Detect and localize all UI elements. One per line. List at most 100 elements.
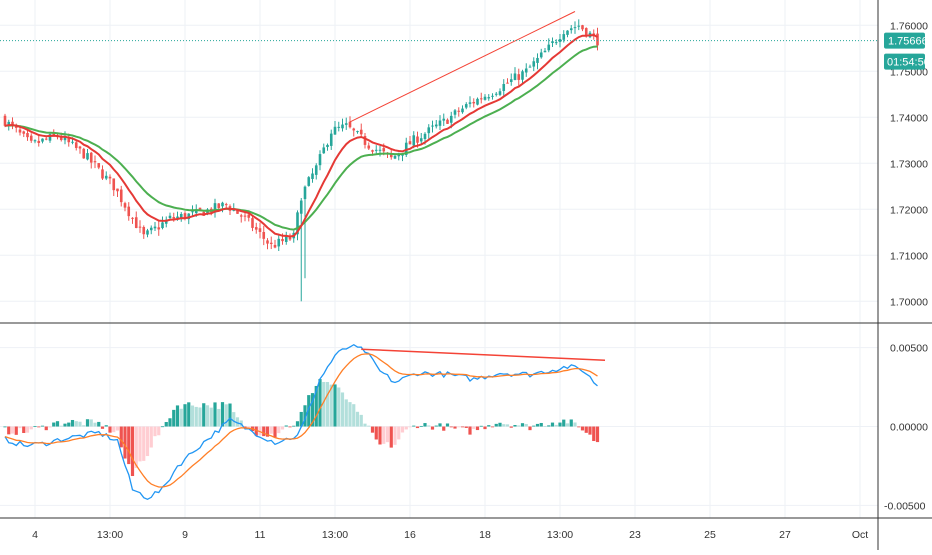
macd-histogram-bar [44,426,48,431]
macd-trendline[interactable] [361,348,606,362]
candle [101,165,104,181]
candle-body [311,173,314,179]
macd-histogram-bar [119,426,123,448]
candle-body [131,217,134,219]
candle [97,163,101,170]
candle [341,118,344,132]
ema-fast-line [4,34,598,238]
macd-histogram-bar [277,426,281,434]
candle-body [416,136,419,143]
macd-histogram-bar [539,422,543,427]
candle-body [378,149,382,151]
candle-body [179,213,183,219]
candle [446,118,449,125]
candle-body [543,50,547,53]
macd-histogram-bar [243,426,247,429]
candle-body [352,128,356,131]
macd-histogram-bar [329,384,333,427]
candle-body [314,165,318,175]
candle-body [502,84,506,91]
macd-histogram-bar [547,425,551,427]
macd-histogram-bar [423,423,427,427]
candle-body [164,219,168,224]
candle-body [14,126,18,128]
candle [521,69,524,84]
price-tick-label: 1.73000 [890,158,928,170]
candle [483,94,487,101]
candle [348,116,352,129]
macd-histogram-bar [449,426,453,428]
candle [374,145,378,154]
candle-body [367,145,371,149]
macd-histogram-bar [220,402,225,427]
candle [363,133,367,149]
candle-body [326,144,329,148]
candle [491,93,494,100]
candle [551,37,554,48]
macd-histogram-bar [168,418,172,427]
candle-body [101,169,104,179]
candle [461,105,464,114]
macd-histogram-bar [292,425,296,427]
countdown-label-bg [884,53,925,70]
candle [29,133,33,143]
candle-body [397,154,401,157]
candle [284,231,288,245]
macd-histogram-bar [179,408,183,427]
macd-histogram-bar [483,426,487,430]
candle [431,120,434,133]
candle [93,155,97,169]
macd-histogram-bar [217,408,221,427]
price-trendline[interactable] [349,11,576,123]
candle [337,121,341,132]
candle [513,67,517,81]
time-tick-label: 25 [704,529,716,541]
candle-body [517,74,521,80]
candle-body [412,135,416,146]
macd-histogram-bar [370,426,375,433]
macd-histogram-bar [127,426,131,465]
macd-histogram-bar [10,426,15,434]
macd-histogram-bar [344,399,348,427]
macd-histogram-bar [280,426,285,430]
macd-histogram-bar [202,403,206,427]
candle-body [419,138,423,142]
candle-body [11,121,14,126]
macd-pane[interactable] [3,343,606,501]
candle [502,79,506,96]
macd-histogram-bar [205,405,210,427]
candle [539,48,543,59]
price-pane[interactable] [0,11,878,302]
macd-histogram-bar [157,426,161,436]
macd-histogram-bar [457,426,461,428]
macd-histogram-bar [400,426,405,433]
macd-histogram-bar [577,426,581,428]
candle [314,163,318,180]
candle-body [187,213,191,220]
candle-body [44,138,48,140]
macd-histogram-bar [273,426,277,438]
macd-histogram-bar [224,404,228,427]
candle [273,239,277,249]
candle-body [18,129,22,133]
candle-body [498,91,502,95]
candle-body [104,175,108,179]
macd-histogram-bar [595,426,600,443]
macd-histogram-bar [299,411,303,427]
macd-histogram-bar [115,426,120,431]
macd-histogram-bar [404,426,408,430]
macd-histogram-bar [517,425,521,427]
candle-body [551,41,554,44]
candle-body [127,206,131,217]
candle [179,212,183,222]
macd-histogram-bar [67,422,71,427]
macd-histogram-bar [138,426,142,462]
candle [352,127,356,137]
macd-histogram-bar [520,423,525,427]
macd-histogram-bar [213,402,217,427]
macd-line [4,343,598,501]
macd-histogram-bar [265,426,270,437]
candle [453,108,457,119]
